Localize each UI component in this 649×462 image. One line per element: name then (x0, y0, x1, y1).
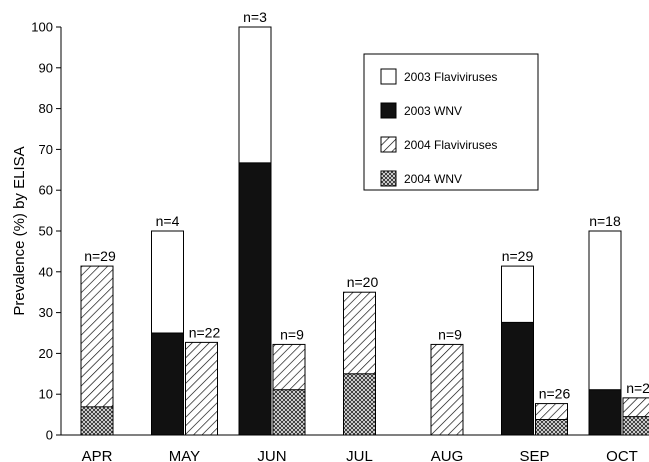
category-label-may: MAY (169, 448, 200, 462)
sample-size-label-2003-oct: n=18 (589, 213, 621, 229)
y-tick-label: 100 (31, 20, 53, 35)
y-tick-label: 20 (39, 346, 53, 361)
bar-2004-wnv-jun (272, 389, 306, 436)
category-label-jul: JUL (346, 448, 373, 462)
category-label-oct: OCT (606, 448, 638, 462)
sample-size-label-2004-jul: n=20 (347, 274, 379, 290)
y-tick-label: 80 (39, 101, 53, 116)
sample-size-label-2004-oct: n=22 (626, 380, 649, 396)
category-label-aug: AUG (431, 448, 464, 462)
bar-2003-wnv-oct (588, 389, 622, 436)
y-tick-label: 90 (39, 60, 53, 75)
bar-2003-wnv-jun (238, 162, 272, 436)
y-ticks: 0 10 20 30 40 50 60 70 80 90 100 (31, 20, 61, 443)
bar-2004-wnv-oct (622, 416, 649, 436)
legend-label-2004-wnv: 2004 WNV (404, 172, 462, 186)
legend-label-2003-wnv: 2003 WNV (404, 104, 462, 118)
sample-size-label-2003-jun: n=3 (243, 9, 267, 25)
legend-label-2004-flavi: 2004 Flaviviruses (404, 138, 497, 152)
y-axis-label: Prevalence (%) by ELISA (11, 146, 28, 315)
category-labels: APR MAY JUN JUL AUG SEP OCT (82, 448, 638, 462)
bar-2004-wnv-apr (80, 406, 114, 436)
legend-swatch-2004-flavi (380, 136, 397, 153)
legend-label-2003-flavi: 2003 Flaviviruses (404, 70, 497, 84)
sample-size-labels: n=29 n=4 n=22 n=3 n=9 n=20 n=9 n=29 n=26 n=18 n=22 (84, 9, 649, 402)
legend-swatch-2003-wnv (380, 102, 397, 119)
bars (80, 26, 649, 436)
bar-2004-wnv-jul (343, 373, 376, 436)
bar-2003-wnv-sep (501, 321, 534, 436)
category-label-apr: APR (82, 448, 113, 462)
y-tick-label: 70 (39, 142, 53, 157)
sample-size-label-2004-aug: n=9 (438, 326, 462, 342)
bar-2004-flaviviruses-aug (430, 343, 464, 436)
bar-2004-flaviviruses-may (185, 341, 218, 436)
sample-size-label-2003-may: n=4 (156, 213, 180, 229)
bar-2003-wnv-may (151, 332, 184, 436)
legend-swatch-2004-wnv (380, 170, 397, 187)
y-tick-label: 10 (39, 387, 53, 402)
bar-2004-wnv-sep (535, 418, 568, 436)
y-tick-label: 0 (46, 428, 53, 443)
y-tick-label: 30 (39, 305, 53, 320)
category-label-jun: JUN (257, 448, 286, 462)
sample-size-label-2004-apr: n=29 (84, 248, 116, 264)
y-tick-label: 40 (39, 264, 53, 279)
sample-size-label-2003-sep: n=29 (502, 248, 534, 264)
sample-size-label-2004-jun: n=9 (280, 326, 304, 342)
legend: 2003 Flaviviruses 2003 WNV 2004 Flavivirus… (363, 53, 539, 191)
category-label-sep: SEP (519, 448, 549, 462)
y-tick-label: 50 (39, 224, 53, 239)
y-tick-label: 60 (39, 183, 53, 198)
sample-size-label-2004-sep: n=26 (539, 386, 571, 402)
legend-swatch-2003-flavi (380, 68, 397, 85)
sample-size-label-2004-may: n=22 (189, 324, 221, 340)
